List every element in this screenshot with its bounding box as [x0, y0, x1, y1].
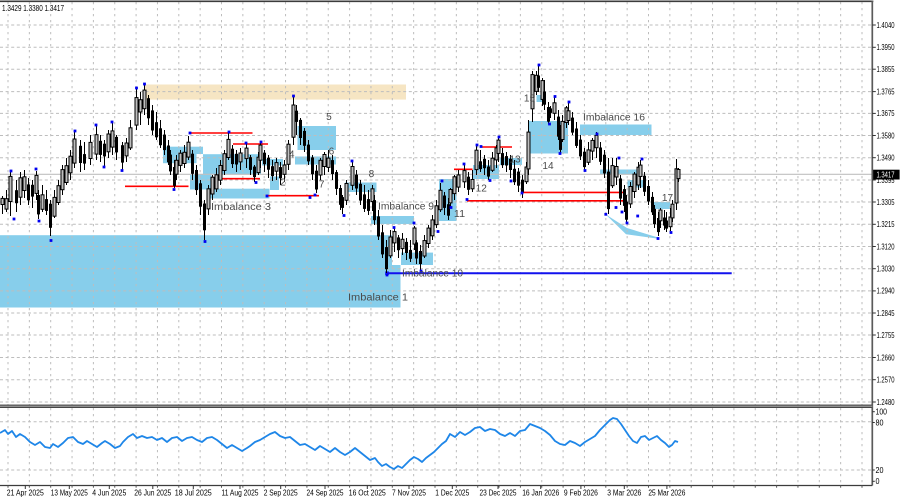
svg-text:24 Sep 2025: 24 Sep 2025 [307, 489, 344, 498]
svg-text:14: 14 [542, 161, 554, 172]
svg-text:16 Jan 2026: 16 Jan 2026 [522, 489, 559, 498]
svg-text:Imbalance 16: Imbalance 16 [583, 113, 645, 124]
svg-text:Imbalance 9: Imbalance 9 [378, 202, 434, 213]
svg-text:3 Mar 2026: 3 Mar 2026 [607, 489, 641, 498]
svg-text:11: 11 [454, 209, 466, 220]
svg-text:13: 13 [509, 155, 521, 166]
svg-text:1.3395: 1.3395 [877, 176, 895, 185]
svg-text:1.3417: 1.3417 [877, 170, 895, 179]
svg-text:Imbalance 10: Imbalance 10 [402, 269, 463, 280]
svg-text:12: 12 [476, 184, 488, 195]
svg-text:1.2755: 1.2755 [877, 331, 895, 340]
svg-text:23 Dec 2025: 23 Dec 2025 [480, 489, 517, 498]
svg-text:1.3855: 1.3855 [877, 65, 895, 74]
svg-text:1.3950: 1.3950 [877, 43, 895, 52]
svg-text:2: 2 [280, 178, 286, 189]
svg-text:1 Dec 2025: 1 Dec 2025 [435, 489, 469, 498]
svg-text:1.2845: 1.2845 [877, 309, 895, 318]
svg-text:4: 4 [289, 150, 295, 161]
svg-text:1.3765: 1.3765 [877, 87, 895, 96]
svg-text:7: 7 [319, 180, 325, 191]
svg-text:1.3030: 1.3030 [877, 265, 895, 274]
svg-text:1.3580: 1.3580 [877, 131, 895, 140]
svg-text:80: 80 [876, 418, 884, 427]
svg-text:13 May 2025: 13 May 2025 [51, 489, 88, 498]
svg-text:21 Apr 2025: 21 Apr 2025 [7, 489, 44, 498]
svg-text:1.2570: 1.2570 [877, 376, 895, 385]
svg-text:17: 17 [662, 193, 674, 204]
svg-text:1.4040: 1.4040 [877, 21, 895, 30]
svg-text:2 Sep 2025: 2 Sep 2025 [264, 489, 298, 498]
svg-text:1.3675: 1.3675 [877, 109, 895, 118]
svg-text:8: 8 [369, 169, 375, 180]
svg-text:100: 100 [876, 408, 888, 417]
svg-text:1.2480: 1.2480 [877, 398, 895, 407]
svg-text:18 Jul 2025: 18 Jul 2025 [175, 489, 212, 498]
svg-text:6: 6 [329, 147, 335, 158]
svg-text:11 Aug 2025: 11 Aug 2025 [222, 489, 259, 498]
svg-text:5: 5 [326, 112, 332, 123]
svg-text:0: 0 [876, 477, 880, 486]
svg-text:16 Oct 2025: 16 Oct 2025 [349, 489, 386, 498]
svg-text:26 Jun 2025: 26 Jun 2025 [134, 489, 171, 498]
svg-text:1.3305: 1.3305 [877, 198, 895, 207]
svg-text:1.2940: 1.2940 [877, 287, 895, 296]
svg-text:1.3120: 1.3120 [877, 242, 895, 251]
svg-text:1.3490: 1.3490 [877, 154, 895, 163]
svg-text:1.3215: 1.3215 [877, 220, 895, 229]
svg-text:1.3429 1.3380 1.3417: 1.3429 1.3380 1.3417 [2, 4, 64, 13]
svg-text:9 Feb 2026: 9 Feb 2026 [564, 489, 598, 498]
svg-text:Imbalance 1: Imbalance 1 [348, 293, 408, 304]
svg-text:Imbalance 3: Imbalance 3 [211, 202, 271, 213]
svg-text:15: 15 [524, 94, 536, 105]
svg-text:7 Nov 2025: 7 Nov 2025 [392, 489, 426, 498]
svg-text:1.2660: 1.2660 [877, 353, 895, 362]
svg-text:4 Jun 2025: 4 Jun 2025 [92, 489, 126, 498]
svg-text:20: 20 [876, 466, 884, 475]
svg-text:25 Mar 2026: 25 Mar 2026 [648, 489, 685, 498]
